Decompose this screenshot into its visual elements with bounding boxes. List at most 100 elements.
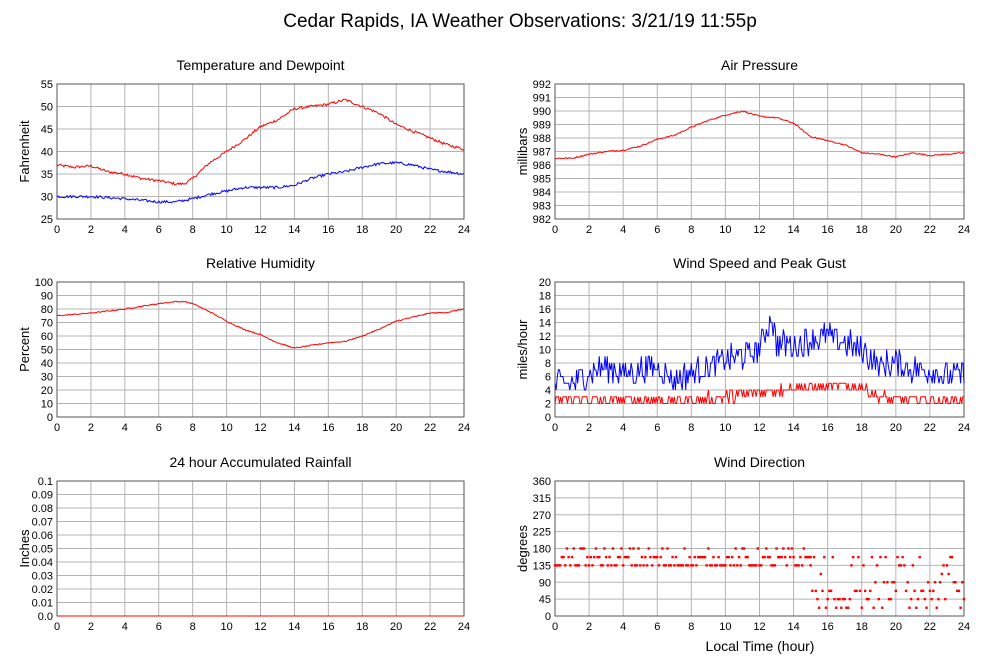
data-point — [717, 555, 720, 559]
data-point — [797, 564, 800, 567]
data-point — [662, 564, 666, 567]
data-point — [575, 564, 579, 567]
data-point — [649, 555, 652, 559]
data-point — [828, 589, 831, 593]
y-tick-label: 270 — [533, 510, 551, 522]
x-tick-label: 14 — [787, 621, 799, 633]
x-tick-label: 24 — [458, 224, 470, 236]
data-point — [850, 564, 853, 567]
y-tick-label: 0 — [545, 611, 551, 623]
data-point — [766, 555, 770, 559]
plot-frame — [554, 83, 965, 220]
x-tick-label: 22 — [424, 224, 436, 236]
data-point — [814, 589, 817, 593]
x-tick-label: 12 — [753, 422, 765, 434]
data-point — [673, 564, 676, 567]
data-point — [731, 555, 734, 559]
data-point — [637, 547, 640, 550]
x-tick-label: 12 — [254, 224, 266, 236]
y-tick-label: 0 — [47, 412, 53, 424]
data-point — [650, 564, 654, 567]
data-point — [592, 555, 596, 559]
x-tick-label: 14 — [787, 224, 799, 236]
data-point — [586, 555, 589, 559]
data-point — [817, 606, 821, 609]
data-point — [661, 547, 664, 550]
data-point — [632, 547, 635, 550]
data-point — [761, 555, 765, 559]
data-point — [727, 555, 731, 559]
y-tick-label: 30 — [41, 192, 53, 204]
data-point — [933, 581, 937, 584]
data-point — [732, 564, 736, 567]
y-tick-label: 0.03 — [32, 571, 53, 583]
data-point — [792, 555, 795, 559]
data-point — [860, 606, 863, 609]
x-tick-label: 14 — [288, 422, 300, 434]
data-point — [715, 564, 719, 567]
data-point — [954, 581, 957, 584]
data-point — [811, 589, 814, 593]
data-point — [874, 581, 877, 584]
data-point — [594, 547, 598, 550]
data-point — [664, 564, 667, 567]
data-point — [823, 555, 826, 559]
x-tick-label: 22 — [924, 422, 936, 434]
x-tick-label: 24 — [958, 422, 970, 434]
data-point — [915, 606, 918, 609]
data-point — [725, 555, 729, 559]
data-point — [836, 597, 840, 601]
data-point — [838, 597, 841, 601]
y-tick-label: 40 — [41, 358, 53, 370]
data-point — [952, 581, 955, 584]
data-point — [722, 564, 725, 567]
x-tick-label: 14 — [288, 621, 300, 633]
data-point — [616, 555, 620, 559]
data-point — [775, 547, 778, 550]
x-tick-label: 18 — [856, 621, 868, 633]
data-point — [865, 597, 869, 601]
data-point — [852, 555, 855, 559]
y-tick-label: 0.1 — [38, 476, 53, 488]
data-point — [625, 555, 628, 559]
series-line-1 — [56, 160, 465, 204]
x-tick-label: 0 — [552, 621, 558, 633]
data-point — [877, 597, 880, 601]
y-tick-label: 10 — [539, 345, 551, 357]
x-tick-label: 2 — [88, 621, 94, 633]
y-tick-label: 90 — [41, 291, 53, 303]
data-point — [558, 564, 562, 567]
data-point — [708, 564, 712, 567]
data-point — [640, 555, 644, 559]
data-point — [862, 564, 865, 567]
data-point — [794, 564, 797, 567]
data-point — [816, 597, 819, 601]
x-tick-label: 16 — [822, 224, 834, 236]
data-point — [557, 564, 560, 567]
data-point — [889, 597, 892, 601]
data-point — [870, 555, 874, 559]
data-point — [947, 572, 950, 576]
x-tick-label: 24 — [958, 621, 970, 633]
data-point — [855, 589, 858, 593]
data-point — [608, 555, 611, 559]
data-point — [892, 581, 896, 584]
data-point — [674, 555, 678, 559]
y-tick-label: 12 — [539, 331, 551, 343]
data-point — [886, 581, 889, 584]
data-point — [639, 564, 642, 567]
data-point — [686, 564, 690, 567]
data-point — [901, 555, 904, 559]
x-tick-label: 2 — [88, 224, 94, 236]
data-point — [771, 564, 775, 567]
data-point — [799, 555, 802, 559]
data-point — [809, 555, 812, 559]
x-tick-label: 20 — [390, 224, 402, 236]
data-point — [928, 589, 932, 593]
data-point — [920, 589, 923, 593]
data-point — [577, 564, 581, 567]
data-point — [881, 606, 884, 609]
y-tick-label: 360 — [533, 476, 551, 488]
data-point — [627, 555, 630, 559]
